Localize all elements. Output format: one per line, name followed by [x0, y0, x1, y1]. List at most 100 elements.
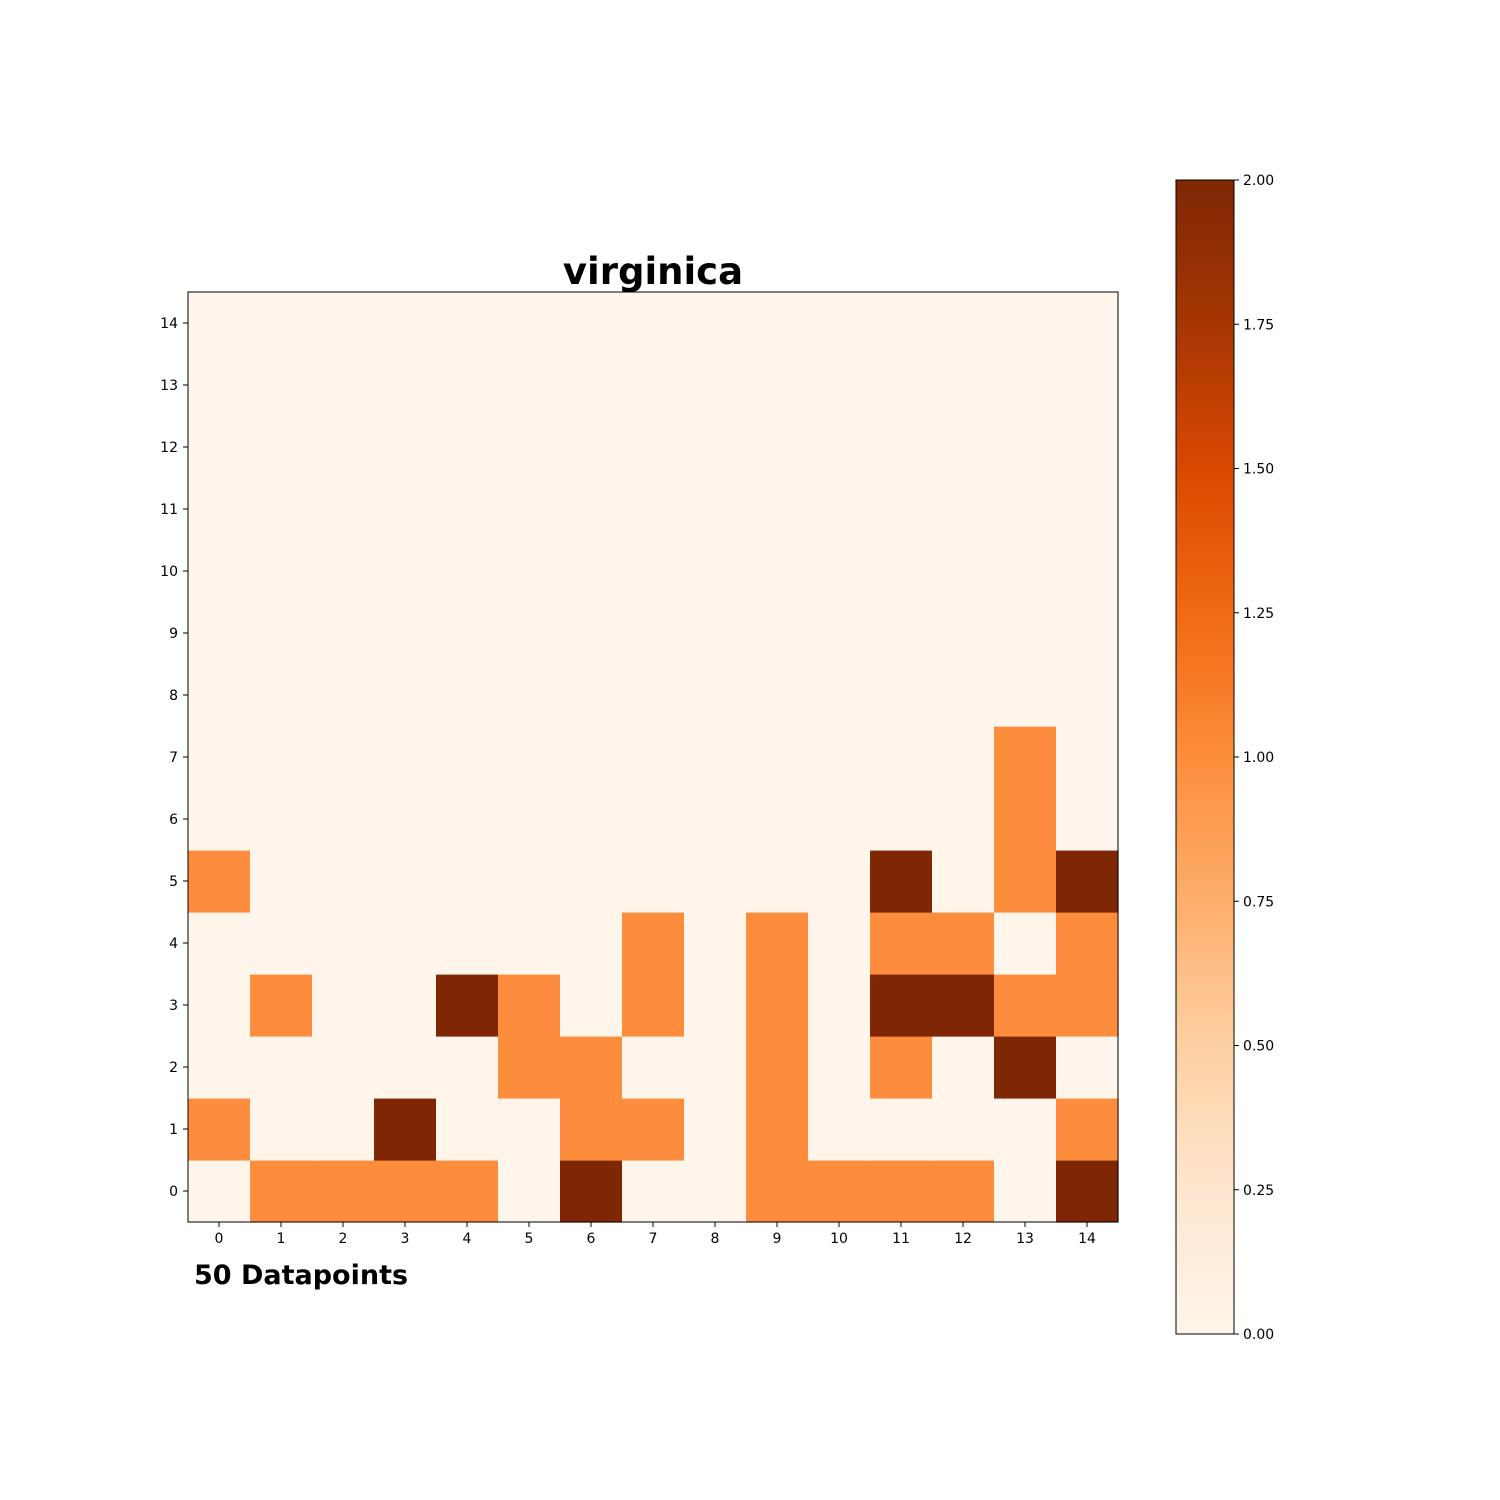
- heatmap-cell: [684, 354, 747, 417]
- heatmap-cell: [188, 912, 251, 975]
- x-tick-label: 0: [215, 1231, 224, 1247]
- x-tick-label: 11: [892, 1231, 910, 1247]
- heatmap-cell: [870, 788, 933, 851]
- y-tick-label: 8: [169, 688, 178, 704]
- heatmap-cell: [684, 478, 747, 541]
- heatmap-cell: [870, 416, 933, 479]
- heatmap-cell: [870, 726, 933, 789]
- heatmap-cell: [560, 292, 623, 355]
- heatmap-cell: [374, 664, 437, 727]
- y-tick-label: 13: [160, 378, 178, 394]
- heatmap-cell: [188, 1036, 251, 1099]
- heatmap-cell: [188, 1098, 251, 1161]
- heatmap-cell: [250, 974, 313, 1037]
- heatmap-cell: [560, 664, 623, 727]
- heatmap-cell: [870, 292, 933, 355]
- heatmap-cell: [622, 726, 685, 789]
- heatmap-cell: [312, 974, 375, 1037]
- heatmap-cell: [188, 416, 251, 479]
- heatmap-cell: [436, 1160, 499, 1223]
- heatmap-cell: [808, 478, 871, 541]
- heatmap-cell: [374, 912, 437, 975]
- heatmap-cell: [870, 664, 933, 727]
- heatmap-cell: [994, 850, 1057, 913]
- heatmap-cell: [746, 1098, 809, 1161]
- heatmap-cell: [560, 726, 623, 789]
- heatmap-cell: [374, 354, 437, 417]
- heatmap-cell: [436, 726, 499, 789]
- heatmap-cell: [436, 354, 499, 417]
- heatmap-cell: [622, 1098, 685, 1161]
- heatmap-cell: [560, 974, 623, 1037]
- heatmap-cell: [374, 850, 437, 913]
- heatmap-cell: [994, 1160, 1057, 1223]
- x-tick-label: 6: [587, 1231, 596, 1247]
- heatmap-cell: [188, 1160, 251, 1223]
- heatmap-cell: [622, 664, 685, 727]
- heatmap-cell: [436, 974, 499, 1037]
- heatmap-cell: [994, 292, 1057, 355]
- heatmap-cell: [1056, 974, 1119, 1037]
- heatmap-cells: [188, 292, 1119, 1223]
- heatmap-cell: [436, 292, 499, 355]
- heatmap-cell: [746, 664, 809, 727]
- heatmap-cell: [374, 1098, 437, 1161]
- heatmap-cell: [622, 1160, 685, 1223]
- x-axis: 0 1 2 3 4 5 6 7 8 9 10 11 12 13 14: [215, 1222, 1096, 1247]
- heatmap-cell: [498, 1160, 561, 1223]
- heatmap-cell: [374, 1160, 437, 1223]
- colorbar-tick-label: 1.75: [1243, 317, 1274, 333]
- heatmap-cell: [994, 478, 1057, 541]
- heatmap-cell: [498, 788, 561, 851]
- heatmap-cell: [870, 1098, 933, 1161]
- heatmap-cell: [1056, 664, 1119, 727]
- heatmap-cell: [932, 354, 995, 417]
- heatmap-cell: [994, 974, 1057, 1037]
- y-tick-label: 1: [169, 1122, 178, 1138]
- heatmap-cell: [808, 788, 871, 851]
- heatmap-cell: [498, 416, 561, 479]
- y-tick-label: 7: [169, 750, 178, 766]
- heatmap-cell: [250, 726, 313, 789]
- heatmap-cell: [746, 726, 809, 789]
- heatmap-cell: [1056, 1036, 1119, 1099]
- heatmap-cell: [808, 292, 871, 355]
- heatmap-cell: [498, 850, 561, 913]
- heatmap-cell: [250, 1098, 313, 1161]
- heatmap-cell: [188, 850, 251, 913]
- heatmap-cell: [932, 478, 995, 541]
- heatmap-cell: [808, 602, 871, 665]
- heatmap-cell: [1056, 416, 1119, 479]
- heatmap-cell: [746, 788, 809, 851]
- heatmap-cell: [560, 1036, 623, 1099]
- heatmap-cell: [188, 726, 251, 789]
- heatmap-cell: [250, 1036, 313, 1099]
- heatmap-cell: [684, 416, 747, 479]
- colorbar-tick-label: 1.25: [1243, 606, 1274, 622]
- heatmap-cell: [374, 540, 437, 603]
- heatmap-cell: [374, 726, 437, 789]
- x-tick-label: 9: [773, 1231, 782, 1247]
- heatmap-cell: [994, 1098, 1057, 1161]
- heatmap-cell: [622, 478, 685, 541]
- heatmap-cell: [932, 788, 995, 851]
- heatmap-cell: [808, 416, 871, 479]
- heatmap-cell: [932, 416, 995, 479]
- heatmap-cell: [870, 974, 933, 1037]
- colorbar-tick-label: 0.00: [1243, 1327, 1274, 1343]
- x-tick-label: 1: [277, 1231, 286, 1247]
- y-tick-label: 9: [169, 626, 178, 642]
- heatmap-cell: [560, 788, 623, 851]
- heatmap-cell: [684, 974, 747, 1037]
- heatmap-cell: [1056, 1160, 1119, 1223]
- heatmap-cell: [560, 354, 623, 417]
- heatmap-cell: [188, 354, 251, 417]
- heatmap-cell: [188, 540, 251, 603]
- colorbar-tick-label: 1.50: [1243, 462, 1274, 478]
- chart-title: virginica: [563, 250, 743, 293]
- heatmap-cell: [808, 912, 871, 975]
- heatmap-cell: [312, 1160, 375, 1223]
- heatmap-cell: [808, 664, 871, 727]
- heatmap-cell: [374, 974, 437, 1037]
